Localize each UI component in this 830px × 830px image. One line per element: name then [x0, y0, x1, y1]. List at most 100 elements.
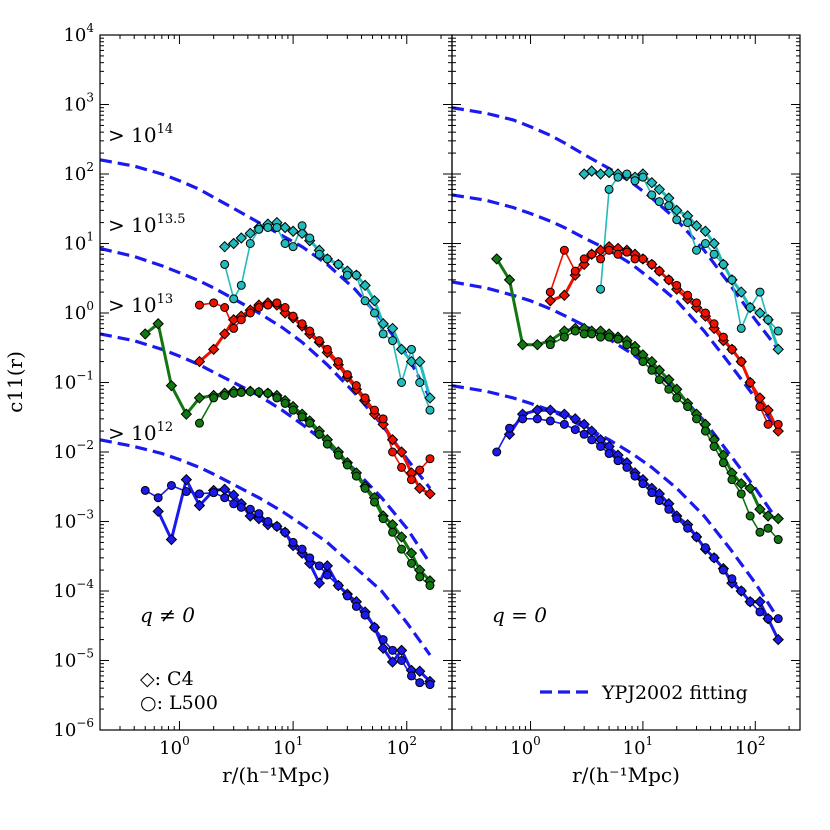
point-L500: [773, 326, 783, 336]
point-C4: [227, 237, 240, 250]
point-L500: [709, 249, 719, 259]
point-L500: [718, 458, 728, 468]
point-L500: [314, 249, 324, 259]
point-L500: [755, 402, 765, 412]
point-L500: [397, 656, 407, 665]
point-C4: [218, 240, 231, 253]
point-L500: [559, 332, 569, 342]
point-L500: [718, 259, 728, 269]
point-L500: [220, 391, 230, 401]
point-C4: [165, 379, 178, 392]
point-L500: [254, 224, 264, 234]
point-L500: [369, 497, 379, 507]
point-L500: [736, 357, 746, 367]
y-axis-label: c11(r): [3, 351, 27, 413]
point-L500: [700, 308, 710, 318]
point-C4: [218, 328, 231, 340]
point-L500: [415, 678, 425, 688]
y-tick-label: 102: [63, 160, 94, 185]
series-line-gt12-L500: [495, 417, 779, 620]
point-C4: [744, 482, 756, 495]
y-tick-label: 10−5: [53, 647, 94, 672]
point-L500: [342, 370, 352, 380]
point-L500: [194, 489, 204, 499]
point-L500: [773, 614, 783, 624]
fit-line-gt13_5: [99, 246, 432, 490]
point-L500: [718, 565, 728, 575]
point-C4: [516, 338, 529, 351]
point-C4: [368, 295, 381, 307]
point-L500: [664, 275, 674, 285]
point-L500: [425, 454, 435, 464]
x-tick-label: 100: [510, 734, 541, 759]
point-C4: [377, 318, 389, 330]
point-L500: [280, 239, 290, 248]
point-L500: [272, 298, 282, 308]
point-L500: [236, 502, 246, 512]
point-L500: [587, 435, 597, 445]
point-L500: [406, 558, 416, 568]
point-L500: [245, 239, 255, 248]
point-C4: [386, 322, 399, 335]
point-L500: [647, 488, 657, 498]
point-L500: [604, 184, 614, 194]
point-L500: [153, 493, 163, 503]
mass-threshold-label: > 1014: [108, 122, 173, 147]
point-L500: [654, 197, 664, 207]
point-C4: [491, 253, 503, 265]
point-L500: [763, 523, 773, 533]
point-L500: [194, 300, 204, 310]
point-L500: [297, 319, 307, 329]
point-C4: [603, 166, 615, 179]
point-L500: [229, 294, 239, 304]
point-L500: [245, 308, 255, 318]
point-L500: [622, 340, 632, 350]
point-L500: [755, 287, 765, 297]
point-L500: [745, 378, 755, 387]
point-L500: [305, 553, 315, 563]
point-L500: [683, 218, 693, 228]
point-L500: [314, 561, 324, 571]
point-L500: [378, 514, 388, 524]
point-C4: [699, 225, 712, 237]
point-L500: [604, 245, 614, 255]
point-L500: [388, 645, 398, 655]
point-L500: [692, 245, 702, 255]
point-L500: [727, 574, 737, 584]
point-L500: [263, 300, 273, 310]
point-L500: [342, 270, 352, 280]
point-L500: [397, 378, 407, 387]
point-L500: [518, 414, 528, 424]
y-tick-label: 10−1: [53, 369, 94, 394]
legend-L500: ○: L500: [140, 692, 218, 714]
point-L500: [773, 535, 783, 545]
point-L500: [288, 537, 298, 547]
point-L500: [630, 471, 640, 481]
point-C4: [558, 408, 571, 420]
point-L500: [613, 456, 623, 466]
point-L500: [263, 388, 273, 398]
point-L500: [229, 499, 239, 509]
point-L500: [638, 357, 648, 367]
y-tick-label: 10−3: [53, 508, 94, 533]
point-L500: [672, 215, 682, 225]
point-C4: [193, 499, 206, 512]
series-line-gt13-C4: [144, 322, 432, 582]
point-L500: [727, 475, 737, 485]
point-C4: [193, 392, 206, 404]
point-L500: [613, 249, 623, 259]
point-C4: [424, 488, 436, 500]
point-L500: [672, 280, 682, 290]
point-L500: [342, 460, 352, 470]
point-C4: [772, 425, 784, 437]
point-L500: [745, 302, 755, 312]
point-L500: [596, 332, 606, 342]
point-C4: [646, 176, 658, 189]
panel-annotation: q = 0: [492, 603, 547, 627]
point-L500: [596, 254, 606, 264]
point-L500: [288, 242, 298, 252]
point-L500: [736, 489, 746, 499]
fit-line-gt14: [99, 158, 432, 399]
point-L500: [763, 614, 773, 624]
point-C4: [139, 328, 151, 340]
